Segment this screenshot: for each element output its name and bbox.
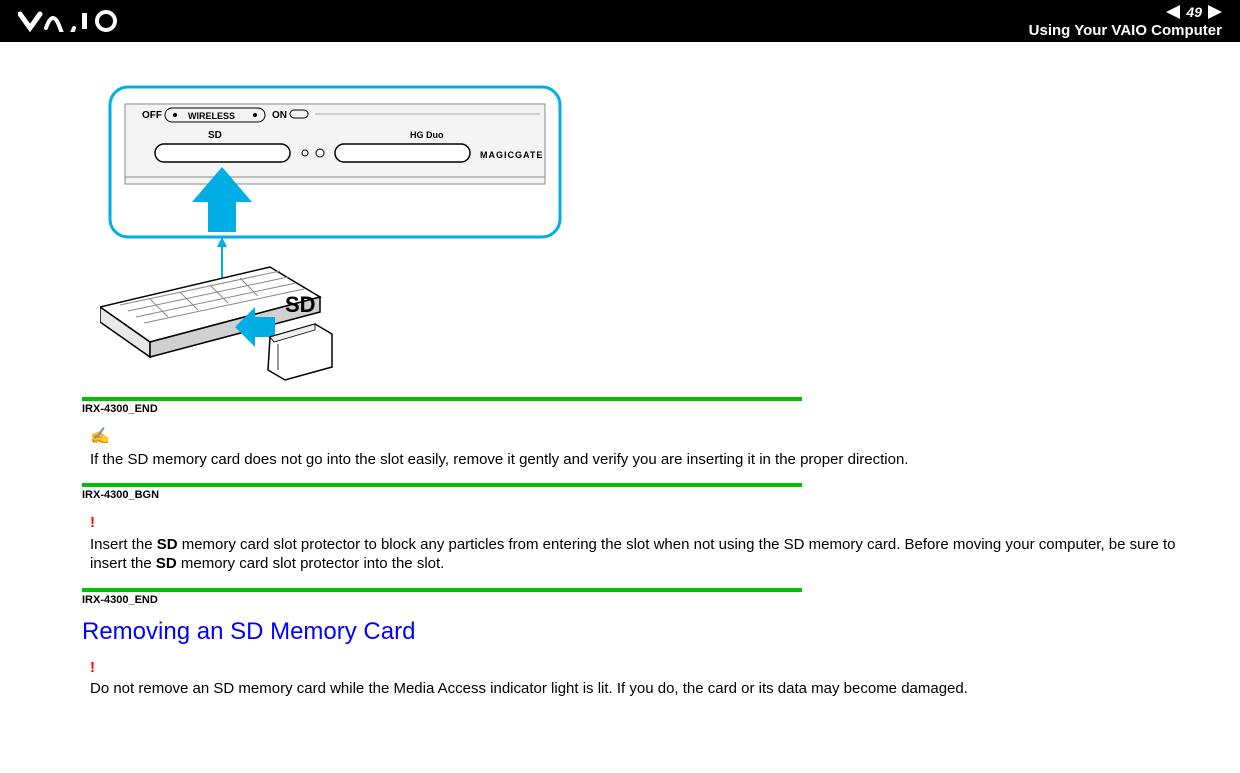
illustration: OFF WIRELESS ON SD HG Duo MAGICGATE (100, 82, 1180, 387)
warn1-part1: Insert the (90, 536, 157, 553)
divider (82, 397, 802, 401)
divider (82, 483, 802, 487)
switch-on-label: ON (272, 110, 287, 121)
warning-icon: ! (90, 658, 1180, 678)
svg-text:HG Duo: HG Duo (410, 130, 444, 140)
sd-label: SD (285, 292, 316, 317)
page-content: OFF WIRELESS ON SD HG Duo MAGICGATE (0, 42, 1240, 733)
switch-off-label: OFF (142, 110, 162, 121)
svg-text:SD: SD (208, 130, 222, 141)
svg-text:MAGICGATE: MAGICGATE (480, 150, 543, 160)
warn2-text: Do not remove an SD memory card while th… (90, 680, 968, 697)
page-number: 49 (1186, 4, 1202, 20)
pencil-icon: ✍ (90, 427, 1180, 448)
warn1-end: memory card slot protector into the slot… (177, 555, 445, 572)
header-right: 49 Using Your VAIO Computer (1029, 4, 1222, 39)
vaio-logo (18, 10, 128, 32)
note-tip: ✍ If the SD memory card does not go into… (90, 427, 1180, 469)
page-header: 49 Using Your VAIO Computer (0, 0, 1240, 42)
note-tip-text: If the SD memory card does not go into t… (90, 451, 908, 468)
sd-card-icon (268, 324, 332, 380)
divider (82, 588, 802, 592)
marker-end-1: IRX-4300_END (82, 403, 1180, 415)
warn1-bold2: SD (156, 555, 177, 572)
marker-end-2: IRX-4300_END (82, 594, 1180, 606)
switch-wireless-label: WIRELESS (188, 111, 235, 121)
nav-prev-icon[interactable] (1166, 5, 1180, 19)
page-nav: 49 (1166, 4, 1222, 20)
nav-next-icon[interactable] (1208, 5, 1222, 19)
marker-bgn: IRX-4300_BGN (82, 489, 1180, 501)
section-title: Using Your VAIO Computer (1029, 22, 1222, 39)
warn1-bold1: SD (157, 536, 178, 553)
note-warning-2: ! Do not remove an SD memory card while … (90, 658, 1180, 699)
section-heading: Removing an SD Memory Card (82, 618, 1180, 646)
note-warning-1: ! Insert the SD memory card slot protect… (90, 513, 1180, 574)
warning-icon: ! (90, 513, 1180, 533)
